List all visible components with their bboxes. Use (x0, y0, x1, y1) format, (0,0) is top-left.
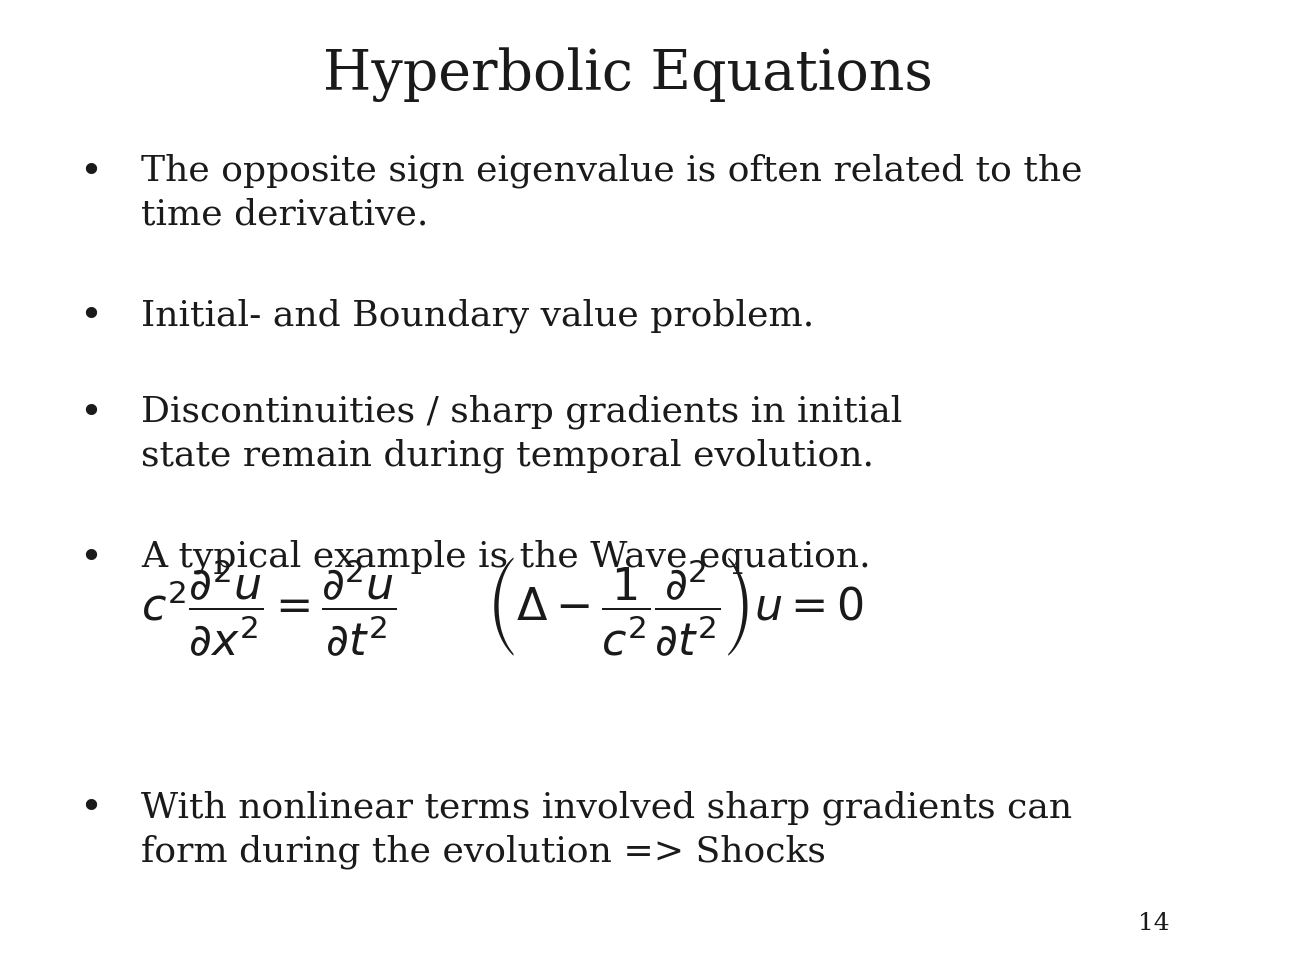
Text: A typical example is the Wave equation.: A typical example is the Wave equation. (142, 540, 871, 574)
Text: With nonlinear terms involved sharp gradients can
form during the evolution => S: With nonlinear terms involved sharp grad… (142, 790, 1072, 869)
Text: Hyperbolic Equations: Hyperbolic Equations (322, 48, 932, 102)
Text: •: • (79, 395, 101, 432)
Text: 14: 14 (1139, 912, 1170, 935)
Text: Initial- and Boundary value problem.: Initial- and Boundary value problem. (142, 299, 815, 333)
Text: •: • (79, 790, 101, 827)
Text: Discontinuities / sharp gradients in initial
state remain during temporal evolut: Discontinuities / sharp gradients in ini… (142, 395, 902, 473)
Text: •: • (79, 299, 101, 336)
Text: •: • (79, 154, 101, 191)
Text: •: • (79, 540, 101, 577)
Text: The opposite sign eigenvalue is often related to the
time derivative.: The opposite sign eigenvalue is often re… (142, 154, 1083, 232)
Text: $c^2\dfrac{\partial^2 u}{\partial x^2} = \dfrac{\partial^2 u}{\partial t^2}\qqua: $c^2\dfrac{\partial^2 u}{\partial x^2} =… (142, 556, 864, 659)
